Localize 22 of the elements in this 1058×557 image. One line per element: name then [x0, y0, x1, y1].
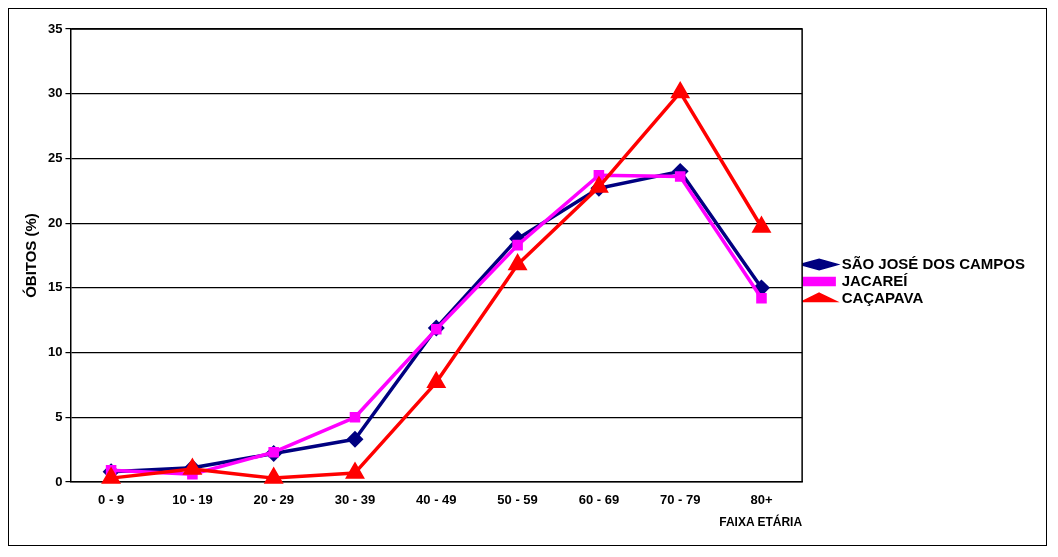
- x-tick-label: 40 - 49: [416, 492, 457, 508]
- y-tick-label: 5: [55, 408, 63, 424]
- x-tick-label: 30 - 39: [334, 492, 376, 508]
- x-tick-label: 0 - 9: [98, 492, 125, 508]
- x-tick-label: 80+: [750, 492, 773, 508]
- legend-label: SÃO JOSÉ DOS CAMPOS: [841, 254, 1026, 272]
- x-tick-label: 10 - 19: [172, 492, 213, 508]
- y-tick-label: 15: [47, 279, 63, 295]
- y-tick-label: 20: [47, 214, 63, 230]
- x-axis-title: FAIXA ETÁRIA: [719, 514, 803, 530]
- x-tick-label: 50 - 59: [497, 492, 538, 508]
- y-tick-label: 25: [47, 150, 63, 166]
- legend-label: JACAREÍ: [841, 271, 909, 289]
- y-axis-title: ÓBITOS (%): [22, 213, 40, 298]
- y-tick-label: 35: [47, 20, 63, 36]
- x-tick-label: 20 - 29: [253, 492, 294, 508]
- y-tick-label: 30: [47, 85, 63, 101]
- x-tick-label: 70 - 79: [659, 492, 701, 508]
- y-tick-label: 0: [55, 473, 63, 489]
- x-tick-label: 60 - 69: [578, 492, 620, 508]
- y-tick-label: 10: [47, 344, 63, 360]
- legend-label: CAÇAPAVA: [841, 288, 924, 306]
